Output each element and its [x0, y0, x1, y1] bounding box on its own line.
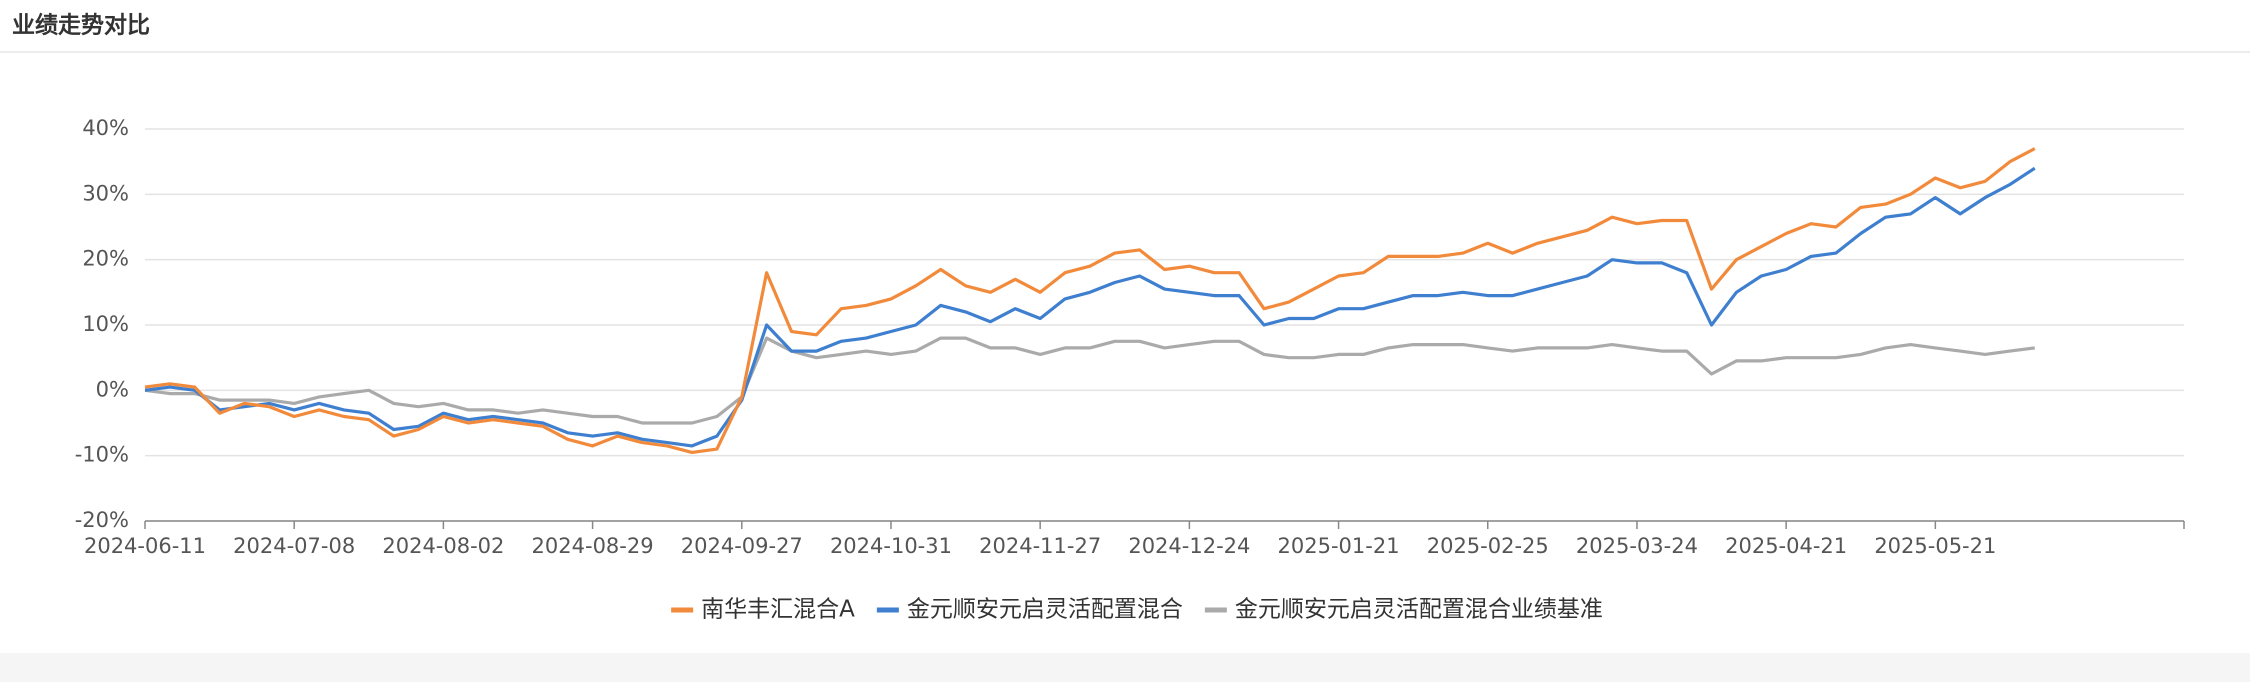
x-tick-label: 2024-09-27: [681, 534, 803, 558]
y-tick-label: 10%: [82, 312, 129, 336]
chart-title: 业绩走势对比: [12, 12, 150, 39]
legend-label: 金元顺安元启灵活配置混合业绩基准: [1235, 597, 1603, 623]
legend-label: 南华丰汇混合A: [701, 597, 855, 623]
x-tick-label: 2025-03-24: [1576, 534, 1698, 558]
series-line: [144, 166, 2036, 448]
x-tick-label: 2025-05-21: [1874, 534, 1996, 558]
x-tick-label: 2024-08-29: [532, 534, 654, 558]
y-tick-label: 0%: [96, 377, 129, 401]
y-tick-label: -20%: [75, 508, 129, 532]
x-tick-label: 2024-12-24: [1128, 534, 1250, 558]
y-tick-label: 20%: [82, 247, 129, 271]
x-tick-label: 2024-08-02: [382, 534, 504, 558]
x-tick-label: 2025-04-21: [1725, 534, 1847, 558]
y-tick-label: 30%: [82, 181, 129, 205]
y-tick-label: 40%: [82, 116, 129, 140]
x-tick-label: 2024-06-11: [84, 534, 206, 558]
x-tick-label: 2024-11-27: [979, 534, 1101, 558]
y-tick-label: -10%: [75, 443, 129, 467]
legend-label: 金元顺安元启灵活配置混合: [907, 597, 1183, 623]
series-line: [144, 147, 2036, 454]
x-tick-label: 2025-02-25: [1427, 534, 1549, 558]
bottom-band: [0, 653, 2250, 682]
series-line: [144, 336, 2036, 425]
x-tick-label: 2025-01-21: [1278, 534, 1400, 558]
x-tick-label: 2024-10-31: [830, 534, 952, 558]
x-tick-label: 2024-07-08: [233, 534, 355, 558]
